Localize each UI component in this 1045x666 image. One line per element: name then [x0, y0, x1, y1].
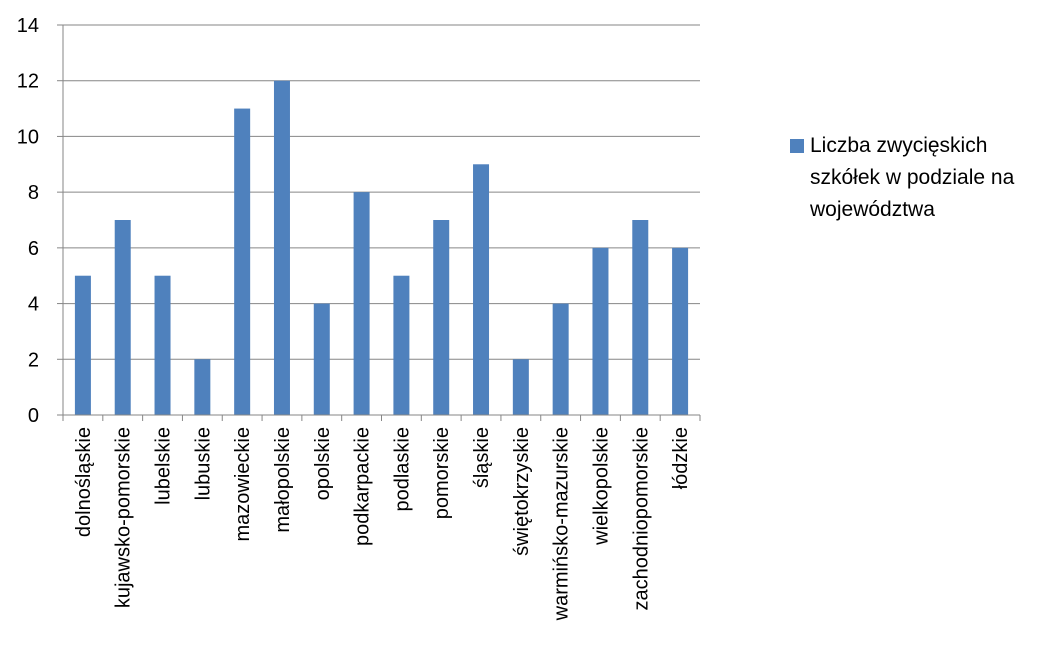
- bar: [114, 220, 131, 415]
- x-tick-label: wielkopolskie: [590, 427, 612, 546]
- y-tick-label: 0: [28, 405, 39, 427]
- x-tick-label: lubelskie: [153, 427, 175, 505]
- x-tick-label: dolnośląskie: [73, 427, 95, 537]
- x-tick-label: mazowieckie: [232, 427, 254, 541]
- y-tick-label: 2: [28, 349, 39, 371]
- y-tick-label: 12: [17, 71, 39, 93]
- x-tick-label: podlaskie: [391, 427, 413, 512]
- bar: [393, 275, 410, 415]
- y-axis-ticks: 0 2 4 6 8 10 12 14: [17, 15, 63, 427]
- bar: [512, 359, 529, 415]
- x-tick-label: świętokrzyskie: [511, 427, 533, 556]
- bar: [154, 275, 171, 415]
- bar: [74, 275, 91, 415]
- x-tick-label: warmińsko-mazurskie: [551, 427, 573, 621]
- legend-swatch: [790, 139, 804, 153]
- x-tick-label: śląskie: [471, 427, 493, 488]
- bar: [592, 247, 609, 415]
- x-tick-label: lubuskie: [192, 427, 214, 500]
- x-tick-label: łódzkie: [670, 427, 692, 489]
- bar: [473, 164, 490, 415]
- bar: [353, 192, 370, 415]
- legend-label: Liczba zwycięskich szkółek w podziale na…: [810, 134, 1015, 221]
- y-tick-label: 10: [17, 126, 39, 148]
- x-axis-ticks: dolnośląskie kujawsko-pomorskie lubelskie l…: [62, 415, 701, 621]
- bars: [74, 80, 689, 416]
- bar: [313, 303, 330, 415]
- bar: [632, 220, 649, 415]
- axes: [62, 25, 700, 416]
- bar: [194, 359, 211, 415]
- y-tick-label: 8: [28, 182, 39, 204]
- y-tick-label: 6: [28, 238, 39, 260]
- x-tick-label: podkarpackie: [352, 427, 374, 546]
- bar: [273, 80, 290, 415]
- x-tick-label: małopolskie: [272, 427, 294, 533]
- y-tick-label: 4: [28, 294, 39, 316]
- bar: [234, 108, 251, 416]
- x-tick-label: zachodniopomorskie: [630, 427, 652, 610]
- bar: [433, 220, 450, 415]
- y-tick-label: 14: [17, 15, 39, 37]
- bar: [552, 303, 569, 415]
- x-tick-label: pomorskie: [431, 427, 453, 519]
- x-tick-label: kujawsko-pomorskie: [113, 427, 135, 608]
- x-tick-label: opolskie: [312, 427, 334, 500]
- bar: [672, 247, 689, 415]
